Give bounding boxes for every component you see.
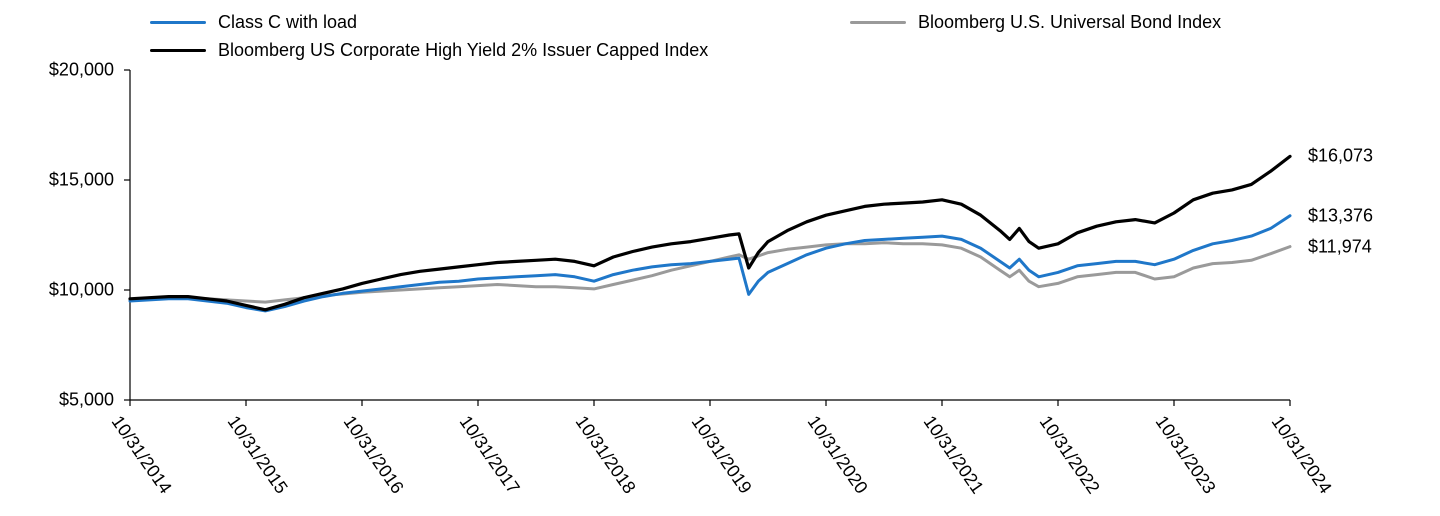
legend-label: Bloomberg US Corporate High Yield 2% Iss… — [218, 40, 708, 61]
y-tick-label: $15,000 — [0, 170, 114, 191]
legend-item-classC: Class C with load — [150, 12, 357, 33]
end-label-hy: $16,073 — [1308, 146, 1373, 167]
series-line-univ — [130, 243, 1290, 302]
y-tick-label: $10,000 — [0, 280, 114, 301]
legend-swatch — [150, 21, 206, 24]
growth-of-10k-chart: $5,000$10,000$15,000$20,00010/31/201410/… — [0, 0, 1440, 516]
legend-item-univ: Bloomberg U.S. Universal Bond Index — [850, 12, 1221, 33]
end-label-classC: $13,376 — [1308, 205, 1373, 226]
y-tick-label: $5,000 — [0, 390, 114, 411]
legend-swatch — [150, 49, 206, 52]
series-line-hy — [130, 156, 1290, 309]
legend-label: Bloomberg U.S. Universal Bond Index — [918, 12, 1221, 33]
y-tick-label: $20,000 — [0, 60, 114, 81]
legend-swatch — [850, 21, 906, 24]
legend-item-hy: Bloomberg US Corporate High Yield 2% Iss… — [150, 40, 708, 61]
legend-label: Class C with load — [218, 12, 357, 33]
end-label-univ: $11,974 — [1308, 236, 1372, 257]
